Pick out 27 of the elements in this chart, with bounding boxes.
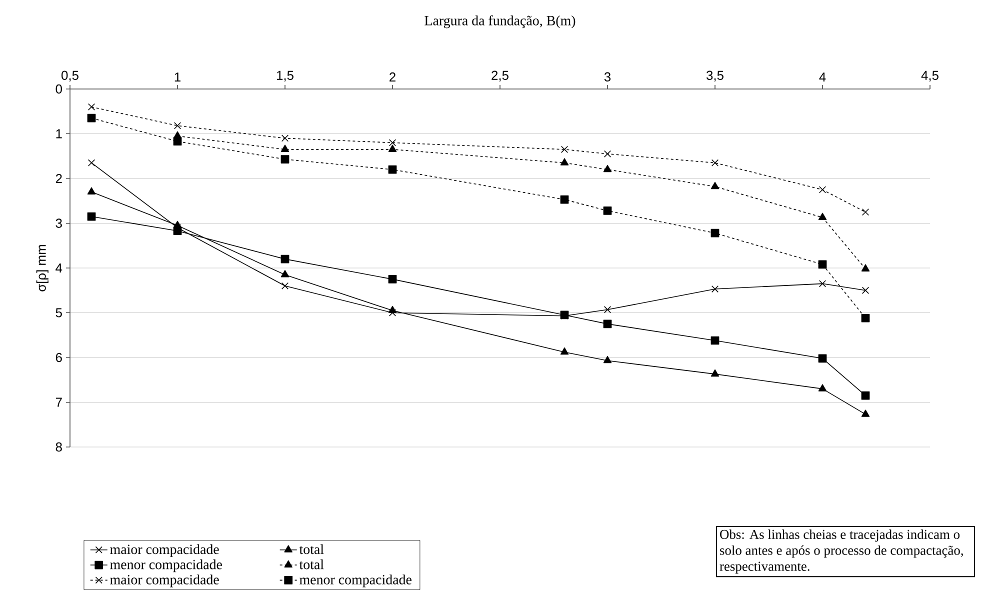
x-tick-label: 4,5 xyxy=(921,70,938,82)
y-tick-label: 4 xyxy=(56,264,62,272)
y-tick-label: 8 xyxy=(56,442,62,452)
y-tick-label: 5 xyxy=(56,308,62,318)
legend-label: total xyxy=(299,544,324,554)
y-tick-label: 2 xyxy=(56,174,62,184)
x-tick-label: 3 xyxy=(604,72,611,82)
x-tick-label: 1,5 xyxy=(276,70,294,82)
legend-label: menor compacidade xyxy=(300,574,412,588)
legend-label: total xyxy=(299,559,324,570)
y-tick-label: 7 xyxy=(56,398,62,407)
x-tick-label: 2 xyxy=(390,72,396,82)
y-tick-label: 3 xyxy=(56,218,62,228)
x-axis-title: Largura da fundação, B(m) xyxy=(424,15,576,28)
x-tick-label: 1 xyxy=(174,72,180,82)
y-tick-label: 1 xyxy=(56,129,62,138)
y-axis-title: σ[ρ] mm xyxy=(36,244,48,292)
legend-label: maior compacidade xyxy=(110,544,219,557)
y-tick-label: 6 xyxy=(56,352,62,362)
x-tick-label: 0,5 xyxy=(62,70,78,82)
x-tick-label: 4 xyxy=(819,72,826,82)
y-tick-label: 0 xyxy=(56,84,62,94)
text: Obs: As linhas cheias e tracejadas indicam o solo antes e após o processo de compactação, respectivamente. xyxy=(720,530,963,574)
x-tick-label: 2,5 xyxy=(492,70,508,82)
x-tick-label: 3,5 xyxy=(706,70,724,82)
legend-label: maior compacidade xyxy=(110,574,219,588)
legend-label: menor compacidade xyxy=(110,559,222,572)
